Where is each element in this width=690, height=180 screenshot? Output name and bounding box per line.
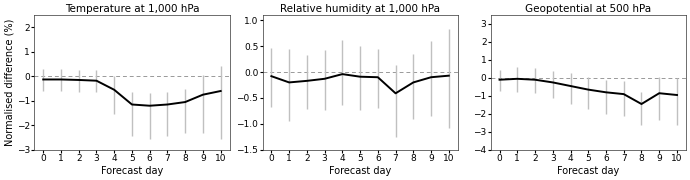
Title: Temperature at 1,000 hPa: Temperature at 1,000 hPa — [65, 4, 199, 14]
X-axis label: Forecast day: Forecast day — [557, 166, 620, 176]
Title: Geopotential at 500 hPa: Geopotential at 500 hPa — [525, 4, 651, 14]
X-axis label: Forecast day: Forecast day — [101, 166, 163, 176]
Title: Relative humidity at 1,000 hPa: Relative humidity at 1,000 hPa — [280, 4, 440, 14]
Y-axis label: Normalised difference (%): Normalised difference (%) — [4, 19, 14, 146]
X-axis label: Forecast day: Forecast day — [329, 166, 391, 176]
